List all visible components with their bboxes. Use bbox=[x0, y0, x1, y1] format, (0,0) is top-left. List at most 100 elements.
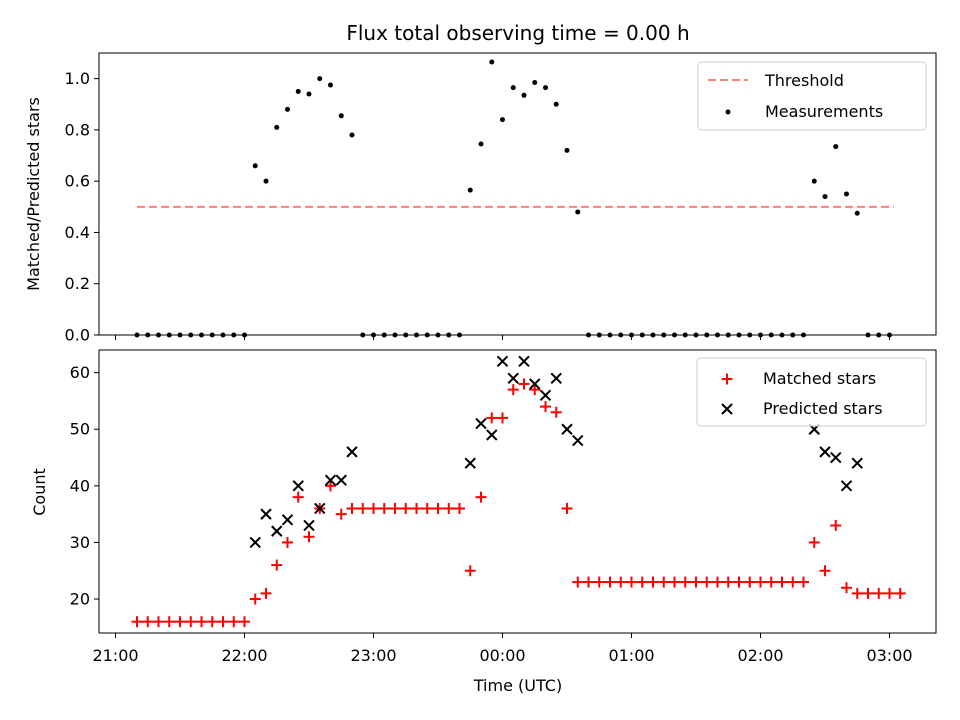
matched-point bbox=[733, 576, 745, 588]
measurement-point bbox=[306, 91, 312, 97]
matched-point bbox=[583, 576, 594, 588]
matched-point bbox=[228, 616, 240, 628]
measurement-point bbox=[833, 144, 839, 150]
x-tick-label: 23:00 bbox=[350, 646, 396, 665]
matched-legend-label: Matched stars bbox=[763, 369, 876, 388]
matched-point bbox=[486, 412, 498, 424]
matched-point bbox=[206, 616, 218, 628]
matched-point bbox=[701, 576, 713, 588]
matched-point bbox=[507, 384, 519, 396]
matched-point bbox=[712, 576, 723, 588]
count-marks bbox=[131, 355, 906, 628]
matched-point bbox=[765, 576, 777, 588]
predicted-point-b bbox=[475, 417, 487, 430]
matched-point bbox=[819, 565, 831, 577]
threshold-legend-label: Threshold bbox=[764, 71, 844, 90]
matched-point bbox=[658, 576, 670, 588]
predicted-point-b bbox=[550, 372, 562, 385]
predicted-point bbox=[292, 480, 304, 492]
predicted-point-b bbox=[830, 451, 842, 464]
measurement-point bbox=[822, 194, 828, 200]
predicted-point bbox=[324, 474, 337, 486]
measurement-point bbox=[510, 85, 516, 91]
matched-point bbox=[540, 401, 551, 413]
matched-point bbox=[421, 502, 433, 514]
matched-point bbox=[443, 502, 455, 514]
predicted-point bbox=[507, 372, 519, 385]
measurement-point bbox=[349, 132, 355, 138]
y-tick-label: 1.0 bbox=[65, 69, 90, 88]
y-tick-label: 50 bbox=[70, 420, 90, 439]
matched-point bbox=[163, 616, 175, 628]
predicted-point-b bbox=[324, 474, 337, 486]
matched-point bbox=[464, 565, 476, 577]
predicted-point-b bbox=[303, 519, 315, 532]
matched-point bbox=[841, 582, 852, 594]
top-legend-box bbox=[697, 61, 927, 131]
matched-point bbox=[669, 576, 680, 588]
matched-point bbox=[335, 508, 347, 520]
y-tick-label: 20 bbox=[70, 590, 90, 609]
predicted-legend-marker bbox=[721, 403, 733, 415]
measurements-legend-marker bbox=[725, 109, 731, 115]
predicted-point-b bbox=[819, 446, 831, 458]
y-tick-label: 0.2 bbox=[65, 274, 90, 293]
measurement-point bbox=[811, 178, 817, 184]
predicted-point bbox=[529, 378, 541, 390]
matched-point bbox=[787, 576, 799, 588]
matched-point bbox=[830, 519, 842, 531]
predicted-point bbox=[518, 355, 530, 368]
matched-point bbox=[679, 576, 691, 588]
measurement-point bbox=[543, 85, 548, 91]
x-tick-label: 02:00 bbox=[737, 646, 783, 665]
bottom-legend: Matched stars Predicted stars bbox=[696, 357, 927, 427]
predicted-point-b bbox=[539, 389, 552, 401]
measurement-point bbox=[489, 59, 495, 65]
matched-point bbox=[894, 587, 906, 599]
predicted-point bbox=[260, 508, 272, 520]
measurement-point bbox=[854, 210, 860, 216]
top-legend: Threshold Measurements bbox=[697, 61, 927, 131]
measurement-point bbox=[338, 113, 344, 119]
matched-point bbox=[808, 536, 820, 548]
measurement-point bbox=[575, 209, 581, 215]
matched-point bbox=[217, 616, 229, 628]
matched-point bbox=[529, 384, 541, 396]
measurement-point bbox=[285, 106, 290, 112]
measurement-point bbox=[500, 117, 505, 123]
predicted-point-b bbox=[529, 378, 541, 390]
predicted-point-b bbox=[518, 355, 530, 368]
x-axis-label: Time (UTC) bbox=[473, 676, 562, 695]
measurement-point bbox=[252, 163, 258, 169]
predicted-point bbox=[281, 514, 294, 526]
predicted-point-b bbox=[292, 480, 304, 492]
matched-point bbox=[153, 616, 164, 628]
measurement-point bbox=[521, 92, 527, 98]
predicted-point-b bbox=[249, 536, 261, 549]
matched-point bbox=[325, 480, 336, 492]
matched-point bbox=[368, 502, 379, 514]
x-tick-label: 22:00 bbox=[221, 646, 267, 665]
matched-point bbox=[744, 576, 756, 588]
matched-point bbox=[292, 491, 304, 503]
matched-point bbox=[271, 559, 283, 571]
matched-point bbox=[873, 587, 885, 599]
x-tick-label: 00:00 bbox=[479, 646, 525, 665]
predicted-point bbox=[819, 446, 831, 458]
count-panel: Count Time (UTC) 20 30 40 50 60 21:00 22:00 23… bbox=[30, 349, 937, 695]
matched-point bbox=[346, 502, 358, 514]
matched-point bbox=[550, 406, 562, 418]
bottom-plot-frame bbox=[98, 349, 937, 634]
predicted-point bbox=[830, 451, 842, 464]
predicted-point-b bbox=[260, 508, 272, 520]
predicted-point bbox=[572, 434, 584, 447]
matched-point bbox=[755, 576, 766, 588]
top-plot-frame bbox=[98, 52, 937, 336]
predicted-point-b bbox=[507, 372, 519, 385]
measurement-point bbox=[844, 191, 849, 197]
matched-point bbox=[884, 587, 895, 599]
matched-point bbox=[497, 412, 508, 424]
predicted-point bbox=[496, 355, 509, 368]
predicted-point bbox=[475, 417, 487, 430]
